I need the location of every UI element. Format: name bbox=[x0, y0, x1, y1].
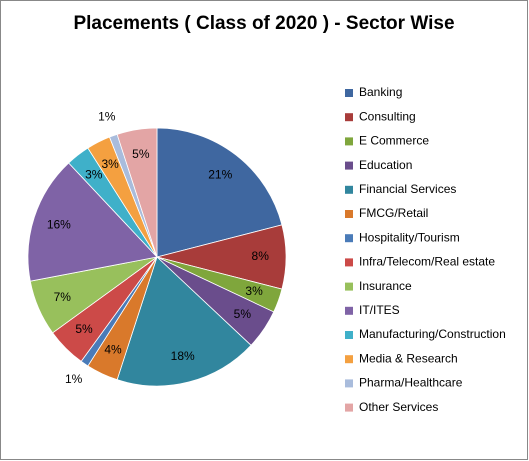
legend-swatch bbox=[345, 403, 353, 412]
legend-label: E Commerce bbox=[359, 134, 429, 148]
data-label: 5% bbox=[132, 147, 150, 161]
legend-swatch bbox=[345, 161, 353, 170]
pie-slice bbox=[116, 256, 252, 387]
legend-label: Other Services bbox=[359, 400, 438, 414]
legend-swatch bbox=[345, 185, 353, 194]
legend-label: Hospitality/Tourism bbox=[359, 230, 460, 244]
data-label: 1% bbox=[65, 372, 83, 386]
legend-swatch bbox=[345, 306, 353, 315]
data-label: 21% bbox=[208, 168, 232, 182]
legend-swatch bbox=[345, 355, 353, 364]
legend-label: Media & Research bbox=[359, 351, 458, 365]
pie-slice bbox=[156, 127, 283, 258]
data-label: 4% bbox=[104, 343, 122, 357]
legend-swatch bbox=[345, 210, 353, 218]
legend-swatch bbox=[345, 331, 353, 339]
data-label: 3% bbox=[245, 284, 263, 298]
legend-swatch bbox=[345, 258, 353, 267]
legend-label: IT/ITES bbox=[359, 303, 400, 317]
data-label: 8% bbox=[252, 249, 270, 263]
chart-title: Placements ( Class of 2020 ) - Sector Wi… bbox=[73, 13, 454, 34]
legend-label: FMCG/Retail bbox=[359, 206, 428, 220]
legend-swatch bbox=[345, 113, 353, 122]
legend-label: Education bbox=[359, 158, 412, 172]
legend-label: Financial Services bbox=[359, 182, 456, 196]
data-label: 3% bbox=[101, 157, 119, 171]
legend-swatch bbox=[345, 282, 353, 291]
legend-label: Consulting bbox=[359, 109, 416, 123]
data-label: 16% bbox=[47, 217, 71, 231]
legend-label: Banking bbox=[359, 85, 402, 99]
legend-label: Insurance bbox=[359, 279, 412, 293]
pie-slice bbox=[27, 162, 158, 282]
data-label: 7% bbox=[54, 290, 72, 304]
legend-swatch bbox=[345, 89, 353, 97]
data-label: 3% bbox=[85, 168, 103, 182]
data-label: 18% bbox=[171, 349, 195, 363]
legend-swatch bbox=[345, 137, 353, 146]
data-label: 5% bbox=[234, 307, 252, 321]
legend-swatch bbox=[345, 379, 353, 388]
data-label: 1% bbox=[98, 110, 116, 124]
legend-label: Pharma/Healthcare bbox=[359, 376, 463, 390]
data-label: 5% bbox=[75, 322, 93, 336]
legend-label: Manufacturing/Construction bbox=[359, 327, 506, 341]
pie-slice bbox=[116, 127, 158, 258]
legend-swatch bbox=[345, 234, 353, 243]
legend-label: Infra/Telecom/Real estate bbox=[359, 255, 495, 269]
